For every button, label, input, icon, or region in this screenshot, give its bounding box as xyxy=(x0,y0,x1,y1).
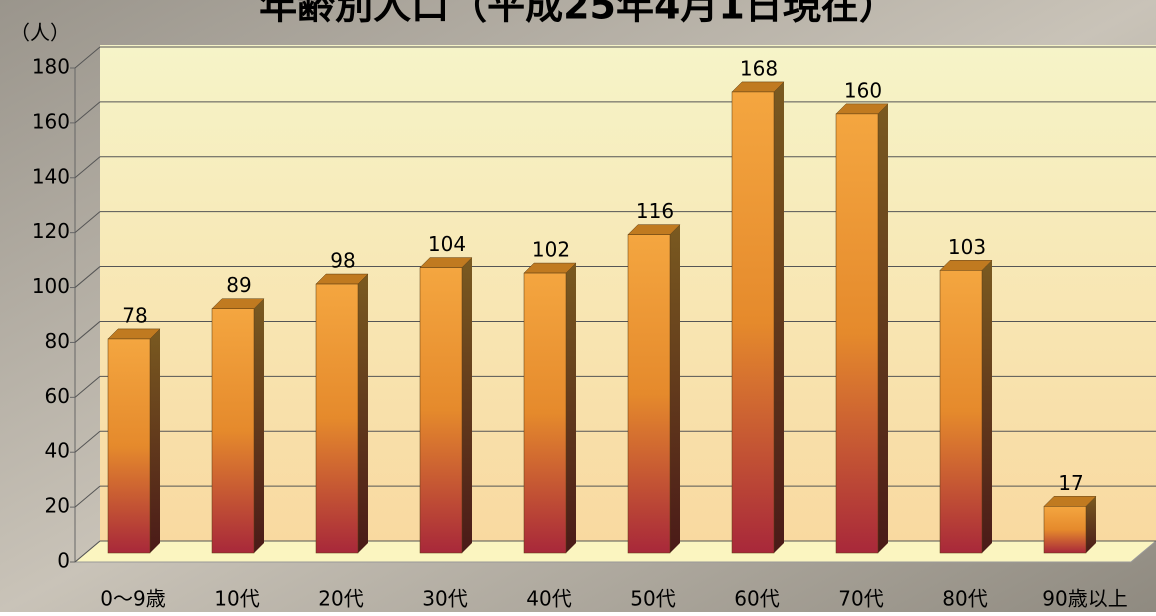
bar-side xyxy=(462,257,472,553)
grid-line xyxy=(74,321,101,343)
bar xyxy=(835,113,879,554)
y-tick-label: 20 xyxy=(45,494,70,518)
bar-side xyxy=(670,224,680,553)
y-tick-label: 120 xyxy=(32,219,70,243)
bar xyxy=(419,267,463,554)
value-label: 168 xyxy=(740,56,778,80)
y-tick-label: 80 xyxy=(45,329,70,353)
value-label: 17 xyxy=(1058,471,1083,495)
y-tick-label: 100 xyxy=(32,274,70,298)
bar-side xyxy=(150,328,160,553)
value-label: 103 xyxy=(948,235,986,259)
y-tick-label: 0 xyxy=(57,549,70,573)
x-tick-label: 50代 xyxy=(630,587,675,611)
grid-line xyxy=(74,266,101,288)
bar-side xyxy=(878,103,888,553)
grid-line xyxy=(74,540,101,563)
y-tick-label: 40 xyxy=(45,439,70,463)
bar xyxy=(315,283,359,554)
grid-line xyxy=(74,156,101,179)
x-tick-label: 40代 xyxy=(526,587,571,611)
y-tick-label: 180 xyxy=(32,55,70,79)
y-axis-label: （人） xyxy=(10,21,70,45)
bar xyxy=(627,234,671,554)
chart-title: 年齢別人口（平成25年4月1日現在） xyxy=(259,0,897,28)
bar xyxy=(939,270,983,554)
bar-side xyxy=(566,263,576,553)
grid-line xyxy=(74,485,101,508)
bar-side xyxy=(774,81,784,553)
bar xyxy=(523,272,567,554)
x-tick-label: 70代 xyxy=(838,587,883,611)
bar-side xyxy=(1086,496,1096,553)
bar xyxy=(211,308,255,554)
x-tick-label: 80代 xyxy=(942,587,987,611)
bar-side xyxy=(358,274,368,553)
value-label: 104 xyxy=(428,232,466,256)
grid-line xyxy=(74,101,101,124)
value-label: 98 xyxy=(330,249,355,273)
y-tick-label: 140 xyxy=(32,164,70,188)
grid-line xyxy=(74,430,101,453)
value-label: 102 xyxy=(532,238,570,262)
x-tick-label: 90歳以上 xyxy=(1042,587,1127,611)
bar xyxy=(731,91,775,554)
bar-side xyxy=(982,260,992,553)
value-label: 78 xyxy=(122,303,147,327)
grid-line xyxy=(74,46,101,69)
bar xyxy=(107,338,151,554)
x-tick-label: 20代 xyxy=(318,587,363,611)
bar-side xyxy=(254,298,264,553)
x-tick-label: 30代 xyxy=(422,587,467,611)
y-tick-label: 60 xyxy=(45,384,70,408)
grid-line xyxy=(74,211,101,234)
x-tick-label: 10代 xyxy=(214,587,259,611)
value-label: 160 xyxy=(844,78,882,102)
x-tick-label: 0〜9歳 xyxy=(100,587,165,611)
grid-line xyxy=(74,375,101,398)
value-label: 89 xyxy=(226,273,251,297)
y-tick-label: 160 xyxy=(32,109,70,133)
x-tick-label: 60代 xyxy=(734,587,779,611)
value-label: 116 xyxy=(636,199,674,223)
bar xyxy=(1043,506,1087,554)
